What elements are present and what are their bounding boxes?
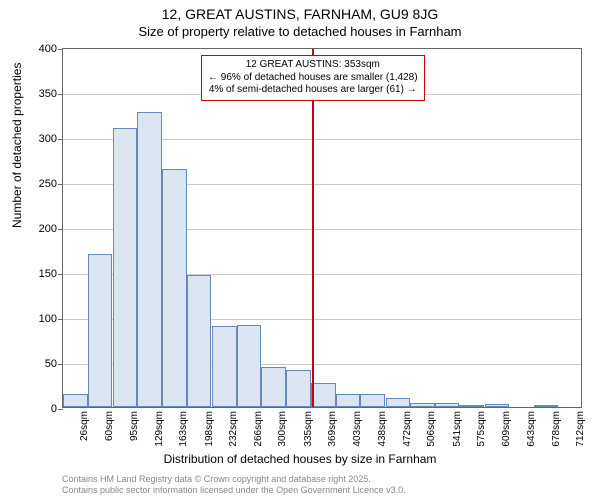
histogram-bar <box>459 405 484 407</box>
histogram-chart: 05010015020025030035040026sqm60sqm95sqm1… <box>62 48 582 408</box>
histogram-bar <box>336 394 361 407</box>
x-tick-label: 266sqm <box>253 411 264 447</box>
x-tick-label: 129sqm <box>154 411 165 447</box>
y-axis-label: Number of detached properties <box>10 63 24 228</box>
x-tick-label: 60sqm <box>104 411 115 441</box>
x-tick-label: 609sqm <box>501 411 512 447</box>
y-tick-label: 300 <box>39 133 57 145</box>
y-tick-mark <box>58 184 63 185</box>
y-tick-mark <box>58 94 63 95</box>
x-axis-label: Distribution of detached houses by size … <box>0 452 600 466</box>
y-tick-label: 200 <box>39 223 57 235</box>
histogram-bar <box>137 112 162 407</box>
credit-line-1: Contains HM Land Registry data © Crown c… <box>62 474 406 485</box>
histogram-bar <box>113 128 138 407</box>
x-tick-label: 163sqm <box>178 411 189 447</box>
annotation-line-1: 12 GREAT AUSTINS: 353sqm <box>208 59 418 72</box>
x-tick-label: 506sqm <box>426 411 437 447</box>
histogram-bar <box>360 394 385 407</box>
y-tick-mark <box>58 139 63 140</box>
y-tick-label: 250 <box>39 178 57 190</box>
x-tick-label: 472sqm <box>402 411 413 447</box>
x-tick-label: 575sqm <box>476 411 487 447</box>
credits-block: Contains HM Land Registry data © Crown c… <box>62 474 406 496</box>
histogram-bar <box>88 254 113 407</box>
x-tick-label: 95sqm <box>129 411 140 441</box>
y-tick-mark <box>58 49 63 50</box>
y-tick-label: 0 <box>51 403 57 415</box>
annotation-box: 12 GREAT AUSTINS: 353sqm← 96% of detache… <box>201 55 425 101</box>
y-tick-mark <box>58 229 63 230</box>
histogram-bar <box>212 326 237 407</box>
y-tick-mark <box>58 364 63 365</box>
x-tick-label: 541sqm <box>452 411 463 447</box>
histogram-bar <box>534 405 559 407</box>
histogram-bar <box>435 403 460 407</box>
page-title-line2: Size of property relative to detached ho… <box>0 24 600 39</box>
histogram-bar <box>63 394 88 408</box>
x-tick-label: 678sqm <box>551 411 562 447</box>
histogram-bar <box>311 383 336 407</box>
x-tick-label: 300sqm <box>277 411 288 447</box>
x-tick-label: 26sqm <box>79 411 90 441</box>
histogram-bar <box>187 275 212 407</box>
x-tick-label: 712sqm <box>575 411 586 447</box>
x-tick-label: 403sqm <box>352 411 363 447</box>
histogram-bar <box>485 404 510 407</box>
y-tick-label: 400 <box>39 43 57 55</box>
x-tick-label: 198sqm <box>204 411 215 447</box>
y-tick-label: 150 <box>39 268 57 280</box>
y-tick-mark <box>58 274 63 275</box>
x-tick-label: 438sqm <box>377 411 388 447</box>
histogram-bar <box>410 403 435 408</box>
page-title-line1: 12, GREAT AUSTINS, FARNHAM, GU9 8JG <box>0 6 600 22</box>
x-tick-label: 643sqm <box>526 411 537 447</box>
annotation-line-3: 4% of semi-detached houses are larger (6… <box>208 84 418 97</box>
y-tick-label: 350 <box>39 88 57 100</box>
marker-line <box>312 49 314 407</box>
credit-line-2: Contains public sector information licen… <box>62 485 406 496</box>
histogram-bar <box>286 370 311 407</box>
y-tick-mark <box>58 319 63 320</box>
histogram-bar <box>386 398 411 407</box>
y-tick-mark <box>58 409 63 410</box>
x-tick-label: 369sqm <box>327 411 338 447</box>
histogram-bar <box>261 367 286 408</box>
annotation-line-2: ← 96% of detached houses are smaller (1,… <box>208 72 418 85</box>
y-tick-label: 100 <box>39 313 57 325</box>
x-tick-label: 232sqm <box>228 411 239 447</box>
histogram-bar <box>162 169 187 407</box>
x-tick-label: 335sqm <box>303 411 314 447</box>
histogram-bar <box>237 325 262 407</box>
y-tick-label: 50 <box>45 358 57 370</box>
